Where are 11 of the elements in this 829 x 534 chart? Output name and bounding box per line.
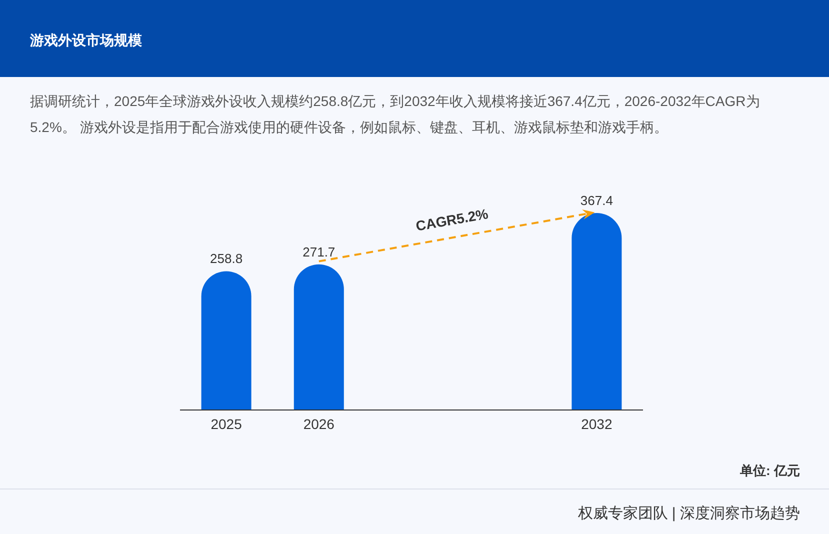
x-tick-label: 2025 (210, 416, 242, 432)
data-label: 367.4 (580, 193, 613, 208)
x-tick-label: 2026 (303, 416, 335, 432)
text: 单位: 亿元 (739, 463, 800, 478)
x-tick-label: 2032 (581, 416, 612, 432)
chart-subtitle: 据调研统计，2025年全球游戏外设收入规模约258.8亿元，到2032年收入规模将接近367.4亿元，2026-2032年CAGR为5.2%。 游戏外设是指用于配合游戏使用的硬件设备，例如鼠标、键盘、耳机、游戏鼠标垫和游戏手柄。 (30, 92, 761, 137)
annotation: CAGR5.2% (414, 205, 490, 234)
chart-title: 游戏外设市场规模 (29, 32, 143, 48)
text: 权威专家团队 | 深度洞察市场趋势 (576, 505, 800, 522)
data-label: 271.7 (302, 244, 336, 260)
data-label: 258.8 (210, 251, 243, 266)
